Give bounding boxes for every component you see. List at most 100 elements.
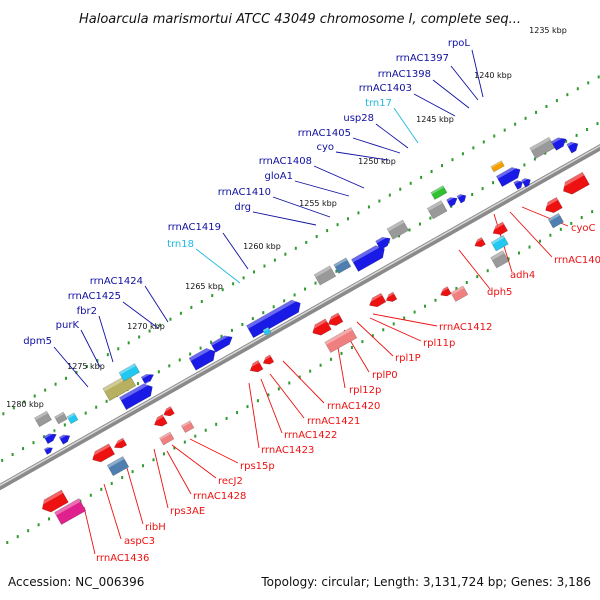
tick-dot (267, 393, 270, 397)
leader-line (252, 211, 317, 226)
gene-feature (529, 136, 556, 159)
gene-feature (566, 139, 579, 154)
features-layer (34, 134, 590, 525)
tick-dot (555, 99, 558, 103)
gene-feature (313, 265, 337, 286)
tick-dot (399, 187, 402, 191)
backbone-layer (0, 143, 600, 491)
tick-dot (492, 181, 495, 185)
leader-line (282, 360, 325, 404)
tick-dot (293, 293, 296, 297)
gene-feature (446, 194, 458, 208)
tick-dot (89, 493, 92, 497)
tick-dot (451, 158, 454, 162)
forward-gene-label: rrnAC1403 (359, 83, 412, 94)
tick-dot (392, 322, 395, 326)
tick-dot (586, 127, 589, 131)
tick-dot (85, 364, 88, 368)
tick-dot (23, 400, 26, 404)
tick-dot (168, 364, 171, 368)
tick-dot (106, 353, 109, 357)
gene-feature (34, 410, 52, 428)
tick-dot (486, 269, 489, 273)
tick-dot (482, 140, 485, 144)
tick-dot (63, 423, 66, 427)
tick-dot (162, 452, 165, 456)
gene-feature (472, 237, 486, 248)
tick-dot (131, 470, 134, 474)
tick-dot (242, 276, 245, 280)
leader-line (189, 438, 239, 464)
tick-dot (409, 181, 412, 185)
tick-dot (53, 429, 56, 433)
leader-line (393, 107, 419, 144)
tick-dot (294, 246, 297, 250)
forward-gene-label: cyo (316, 142, 334, 153)
tick-dot (16, 535, 19, 539)
tick-dot (388, 193, 391, 197)
leader-line (372, 313, 438, 327)
gene-feature (188, 345, 216, 371)
leader-line (356, 321, 394, 357)
gene-feature (118, 363, 141, 382)
gene-feature (513, 178, 523, 190)
tick-dot (22, 447, 25, 451)
reverse-gene-label: dph5 (487, 287, 512, 298)
tick-dot (136, 382, 139, 386)
tick-dot (95, 405, 98, 409)
gene-feature (333, 257, 352, 274)
gene-feature (490, 235, 509, 252)
gene-feature (54, 498, 87, 525)
tick-dot (326, 229, 329, 233)
tick-layer: 1235 kbp 1240 kbp 1245 kbp 1250 kbp 1255 kbp… (1, 26, 600, 545)
gene-feature (151, 414, 168, 427)
tick-dot (42, 435, 45, 439)
forward-gene-label: drg (234, 202, 251, 213)
tick-dot (288, 381, 291, 385)
tick-dot (465, 281, 468, 285)
tick-dot (507, 257, 510, 261)
gene-feature (490, 160, 505, 173)
tick-dot (246, 405, 249, 409)
forward-gene-label: usp28 (343, 113, 374, 124)
gene-feature (495, 164, 521, 188)
tick-dot (232, 282, 235, 286)
leader-line (126, 467, 144, 525)
tick-dot (169, 317, 172, 321)
reverse-gene-label: rps15p (240, 461, 275, 472)
tick-dot (6, 541, 9, 545)
tick-dot (518, 251, 521, 255)
reverse-gene-label: rrnAC1423 (261, 445, 314, 456)
tick-label: 1235 kbp (529, 26, 567, 35)
tick-dot (33, 394, 36, 398)
gene-feature (180, 420, 195, 434)
gene-feature (490, 250, 510, 269)
reverse-gene-label: aspC3 (124, 536, 155, 547)
forward-gene-label: purK (56, 320, 80, 331)
leader-line (53, 346, 89, 388)
tick-dot (110, 481, 113, 485)
forward-gene-label: rrnAC1408 (259, 156, 312, 167)
tick-dot (75, 370, 78, 374)
tick-dot (221, 288, 224, 292)
gene-feature (521, 176, 531, 188)
tick-dot (253, 270, 256, 274)
gene-feature (261, 354, 275, 365)
reverse-gene-label: rrnAC1421 (307, 416, 360, 427)
accession-label: Accession: NC_006396 (8, 575, 144, 589)
tick-dot (336, 223, 339, 227)
label-lines (53, 49, 569, 555)
gene-feature (456, 192, 467, 204)
forward-gene-label: rrnAC1398 (378, 69, 431, 80)
tick-dot (262, 311, 265, 315)
tick-dot (350, 346, 353, 350)
tick-dot (190, 305, 193, 309)
tick-dot (236, 411, 239, 415)
tick-dot (538, 239, 541, 243)
tick-dot (241, 322, 244, 326)
forward-gene-label: rrnAC1397 (396, 53, 449, 64)
gene-feature (490, 221, 509, 235)
tick-dot (1, 458, 4, 462)
gene-feature (210, 332, 233, 353)
tick-dot (418, 222, 421, 226)
